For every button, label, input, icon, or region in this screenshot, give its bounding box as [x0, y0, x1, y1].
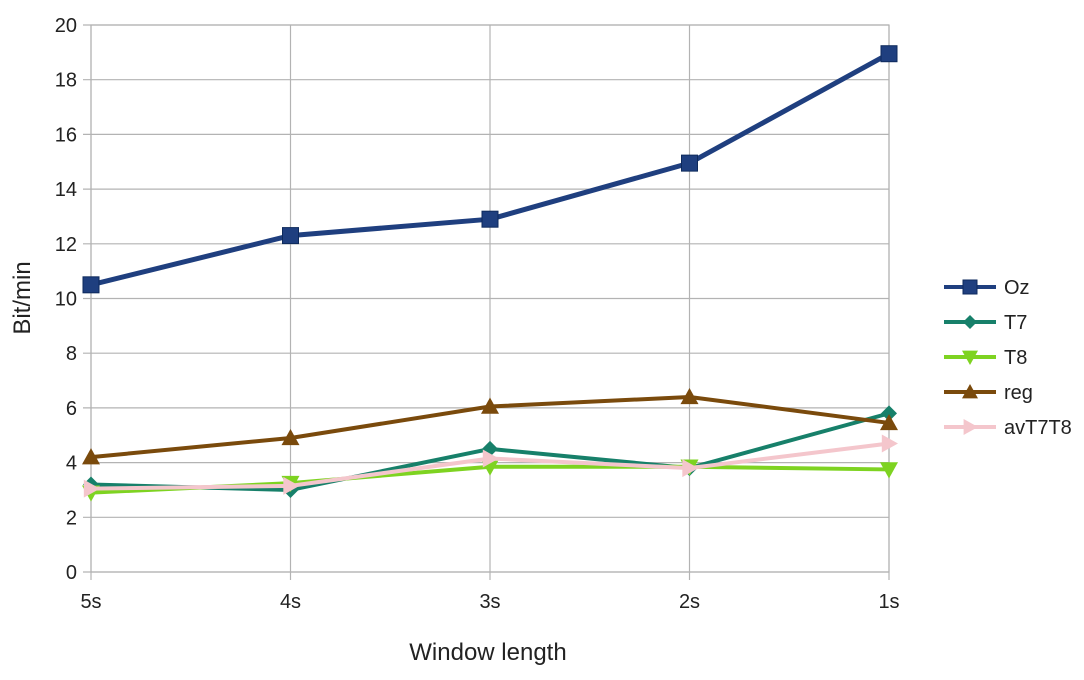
- axes: [90, 24, 890, 573]
- legend-marker: [962, 384, 978, 399]
- y-tick-label: 4: [66, 453, 77, 475]
- x-tick-label: 4s: [280, 591, 301, 613]
- legend-label: Oz: [1004, 277, 1030, 299]
- data-point-avt7t8: [482, 449, 499, 468]
- y-tick-label: 20: [55, 15, 77, 37]
- legend-label: T8: [1004, 347, 1027, 369]
- y-tick-label: 6: [66, 398, 77, 420]
- y-axis-title: Bit/min: [9, 261, 36, 334]
- series-lines: [82, 45, 898, 502]
- data-point-oz: [282, 227, 299, 245]
- x-tick-label: 3s: [479, 591, 500, 613]
- data-point-oz: [681, 154, 698, 172]
- legend-item-t8: T8: [944, 347, 1027, 369]
- data-point-reg: [82, 448, 100, 465]
- x-tick-label: 5s: [80, 591, 101, 613]
- data-point-oz: [82, 276, 100, 294]
- legend-marker: [963, 315, 977, 329]
- legend-marker: [963, 419, 978, 435]
- data-point-oz: [880, 45, 898, 63]
- y-tick-label: 14: [55, 179, 77, 201]
- data-point-oz: [481, 210, 499, 228]
- legend-item-t7: T7: [944, 312, 1027, 334]
- y-tick-label: 18: [55, 70, 77, 92]
- data-point-reg: [880, 413, 898, 431]
- data-point-reg: [680, 387, 699, 405]
- data-point-reg: [281, 428, 300, 446]
- series-oz: [82, 45, 898, 294]
- tick-labels: 0 2 4 6 8 10 12 14 16 18 20 5s 4s 3s 2s 1s: [55, 15, 900, 613]
- y-tick-label: 8: [66, 343, 77, 365]
- legend-label: reg: [1004, 382, 1033, 404]
- data-point-t8: [880, 462, 898, 479]
- data-point-reg: [481, 397, 499, 414]
- x-tick-label: 1s: [878, 591, 899, 613]
- y-tick-label: 12: [55, 234, 77, 256]
- y-tick-label: 2: [66, 507, 77, 529]
- y-tick-label: 0: [66, 562, 77, 584]
- x-axis-title: Window length: [409, 639, 566, 666]
- legend-marker: [962, 350, 978, 365]
- data-point-avt7t8: [682, 459, 699, 478]
- data-point-avt7t8: [283, 476, 300, 495]
- y-tick-label: 16: [55, 124, 77, 146]
- legend-label: avT7T8: [1004, 417, 1072, 439]
- legend: Oz T7 T8 reg avT7T8: [944, 277, 1072, 439]
- series-reg: [82, 387, 898, 465]
- data-point-t7: [881, 405, 897, 422]
- legend-item-oz: Oz: [944, 277, 1030, 299]
- plot-frame: [90, 24, 890, 573]
- series-avt7t8: [83, 434, 898, 498]
- grid-lines: [83, 24, 890, 580]
- x-tick-label: 2s: [679, 591, 700, 613]
- legend-item-avt7t8: avT7T8: [944, 417, 1072, 439]
- legend-marker: [962, 279, 978, 295]
- legend-item-reg: reg: [944, 382, 1033, 404]
- legend-label: T7: [1004, 312, 1027, 334]
- data-point-avt7t8: [881, 434, 898, 453]
- y-tick-label: 10: [55, 289, 77, 311]
- data-point-avt7t8: [83, 479, 100, 498]
